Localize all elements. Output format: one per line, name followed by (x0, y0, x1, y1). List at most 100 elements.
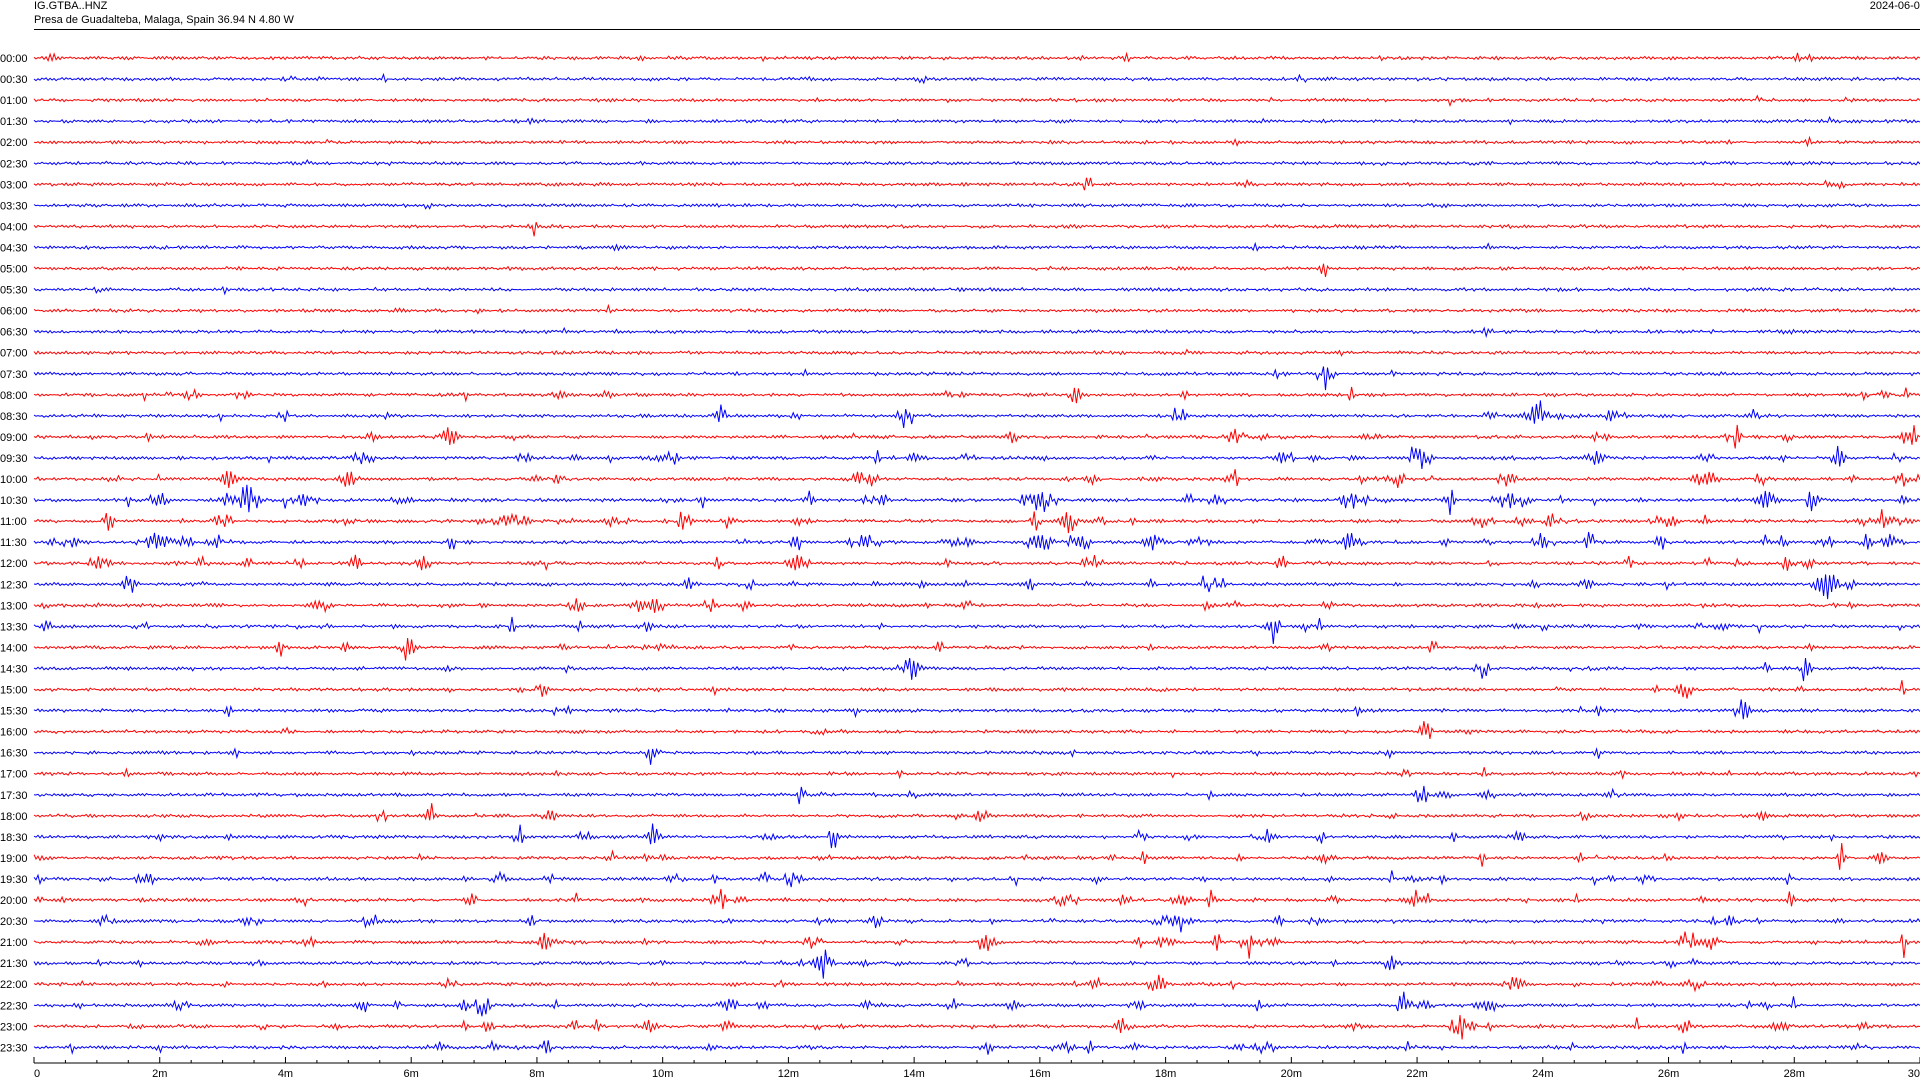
trace-0500 (33, 263, 1920, 277)
hour-label: 19:00 (0, 853, 28, 865)
hour-label: 15:00 (0, 685, 28, 697)
trace-1830 (33, 823, 1920, 849)
trace-2230 (33, 991, 1920, 1017)
x-tick-label: 4m (278, 1068, 293, 1080)
x-tick-label: 18m (1155, 1068, 1176, 1080)
trace-1630 (33, 747, 1920, 765)
trace-0230 (33, 158, 1920, 167)
trace-0430 (33, 241, 1920, 252)
hour-label: 23:30 (0, 1042, 28, 1054)
trace-1300 (33, 598, 1920, 614)
trace-1600 (33, 721, 1920, 739)
hour-label: 07:00 (0, 348, 28, 360)
hour-label: 21:30 (0, 958, 28, 970)
hour-label: 20:00 (0, 895, 28, 907)
hour-label: 06:30 (0, 327, 28, 339)
hour-label: 21:00 (0, 937, 28, 949)
trace-2300 (33, 1014, 1920, 1040)
x-tick-label: 6m (404, 1068, 419, 1080)
hour-label: 18:30 (0, 832, 28, 844)
trace-0330 (33, 202, 1920, 210)
hour-label: 16:30 (0, 748, 28, 760)
hour-label: 22:00 (0, 979, 28, 991)
x-tick-label: 2m (152, 1068, 167, 1080)
hour-label: 06:00 (0, 306, 28, 318)
trace-0530 (33, 285, 1920, 296)
x-tick-label: 22m (1406, 1068, 1427, 1080)
trace-0630 (33, 326, 1920, 339)
hour-label-group: 00:00 00:30 01:00 01:30 02:00 02:30 03:00 03:30… (0, 53, 28, 1054)
hour-label: 02:30 (0, 158, 28, 170)
hour-label: 04:00 (0, 221, 28, 233)
trace-1430 (33, 658, 1920, 682)
header-divider (34, 29, 1920, 30)
x-tick-label: 12m (778, 1068, 799, 1080)
recording-date: 2024-06-02 (1869, 0, 1920, 12)
trace-1230 (33, 574, 1920, 600)
hour-label: 05:00 (0, 264, 28, 276)
hour-label: 02:00 (0, 137, 28, 149)
hour-label: 00:00 (0, 53, 28, 65)
trace-1100 (33, 509, 1920, 534)
hour-label: 09:30 (0, 453, 28, 465)
trace-2100 (33, 931, 1920, 959)
hour-label: 19:30 (0, 874, 28, 886)
hour-label: 12:00 (0, 558, 28, 570)
trace-0730 (33, 366, 1920, 391)
hour-label: 15:30 (0, 706, 28, 718)
x-tick-label: 16m (1029, 1068, 1050, 1080)
trace-2130 (33, 949, 1920, 979)
trace-1530 (33, 699, 1920, 720)
x-tick-label: 30 (1908, 1068, 1920, 1080)
x-tick-label: 26m (1658, 1068, 1679, 1080)
trace-2000 (33, 888, 1920, 910)
hour-label: 04:30 (0, 242, 28, 254)
trace-0830 (33, 400, 1920, 428)
x-tick-label: 24m (1532, 1068, 1553, 1080)
x-tick-label: 8m (529, 1068, 544, 1080)
hour-label: 14:30 (0, 663, 28, 675)
hour-label: 14:00 (0, 642, 28, 654)
x-axis: 0 2m 4m 6m 8m 10m 12m 14m 16m 18m 20m 22m 24m 26m 28m 3… (33, 1057, 1920, 1080)
hour-label: 00:30 (0, 74, 28, 86)
trace-0030 (33, 72, 1920, 85)
hour-label: 22:30 (0, 1000, 28, 1012)
hour-label: 07:30 (0, 369, 28, 381)
hour-label: 17:30 (0, 790, 28, 802)
trace-0300 (33, 177, 1920, 191)
trace-2030 (33, 913, 1920, 933)
hour-label: 03:00 (0, 179, 28, 191)
trace-1700 (33, 767, 1920, 780)
hour-label: 13:00 (0, 600, 28, 612)
trace-1000 (33, 469, 1920, 489)
trace-1400 (33, 638, 1920, 661)
hour-label: 20:30 (0, 916, 28, 928)
station-code: IG.GTBA..HNZ (34, 0, 108, 12)
hour-label: 11:30 (0, 537, 27, 549)
hour-label: 13:30 (0, 621, 28, 633)
trace-1030 (33, 484, 1920, 515)
trace-1930 (33, 870, 1920, 888)
x-tick-label: 20m (1281, 1068, 1302, 1080)
hour-label: 11:00 (0, 516, 27, 528)
x-tick-label: 10m (652, 1068, 673, 1080)
trace-1900 (33, 842, 1920, 870)
trace-0200 (33, 135, 1920, 148)
trace-1200 (33, 554, 1920, 572)
x-tick-label: 0 (34, 1068, 40, 1080)
x-tick-label: 14m (903, 1068, 924, 1080)
trace-1730 (33, 785, 1920, 805)
trace-0100 (33, 94, 1920, 108)
station-location: Presa de Guadalteba, Malaga, Spain 36.94… (34, 14, 294, 26)
trace-0400 (33, 222, 1920, 237)
hour-label: 08:30 (0, 411, 28, 423)
trace-0130 (33, 115, 1920, 126)
hour-label: 09:00 (0, 432, 28, 444)
hour-label: 23:00 (0, 1021, 28, 1033)
trace-1130 (33, 531, 1920, 551)
trace-0600 (33, 303, 1920, 315)
trace-2330 (33, 1039, 1920, 1056)
hour-label: 01:30 (0, 116, 28, 128)
hour-label: 12:30 (0, 579, 28, 591)
